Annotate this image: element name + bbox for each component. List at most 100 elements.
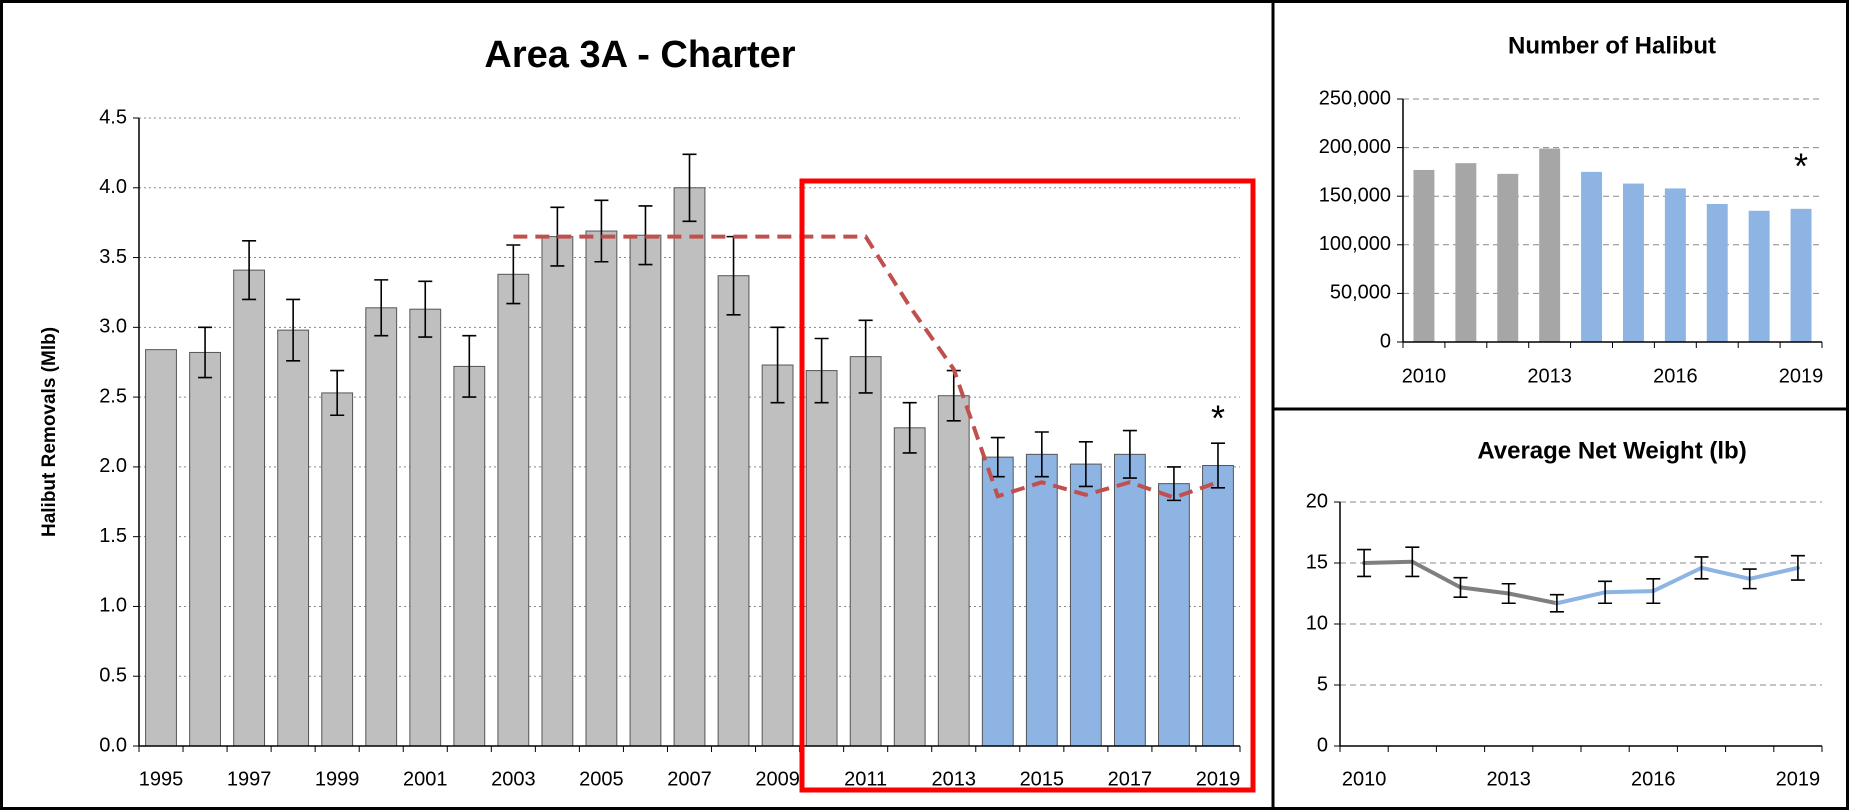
bar	[365, 307, 398, 747]
bar	[497, 273, 530, 747]
line-segment	[1362, 559, 1415, 565]
bar	[453, 365, 486, 747]
error-bar	[418, 280, 433, 338]
chart-title: Area 3A - Charter	[484, 34, 795, 76]
x-tick-label: 2003	[491, 768, 536, 790]
bar	[937, 395, 970, 747]
y-tick-label: 100,000	[1319, 233, 1391, 255]
x-tick-label: 2013	[931, 768, 976, 790]
y-tick-label: 15	[1306, 551, 1328, 573]
bar	[981, 456, 1014, 747]
chart-title: Average Net Weight (lb)	[1477, 437, 1746, 464]
highlight-box	[799, 178, 1256, 793]
bar	[1748, 210, 1770, 342]
bar	[1202, 464, 1234, 747]
bar	[409, 308, 442, 747]
bar	[761, 364, 794, 747]
y-tick-label: 5	[1317, 673, 1328, 695]
error-bar	[374, 279, 389, 337]
y-tick-label: 3.0	[99, 316, 127, 338]
x-tick-label: 2016	[1631, 768, 1676, 790]
line-segment	[1699, 565, 1752, 581]
annotation: *	[1211, 398, 1225, 439]
x-tick-label: 2015	[1020, 768, 1065, 790]
bar	[277, 329, 310, 747]
bar	[585, 230, 618, 747]
bar	[1455, 163, 1477, 342]
error-bar	[1453, 576, 1468, 598]
bar	[1581, 171, 1603, 342]
y-tick-label: 2.0	[99, 455, 127, 477]
error-bar	[858, 319, 873, 394]
error-bar	[1122, 429, 1137, 479]
error-bar	[1646, 578, 1661, 605]
y-tick-label: 4.5	[99, 106, 127, 128]
bar	[1158, 483, 1190, 747]
bar	[189, 351, 221, 747]
error-bar	[1501, 582, 1516, 605]
error-bar	[594, 199, 609, 263]
x-tick-label: 2007	[667, 768, 712, 790]
bar	[805, 370, 838, 747]
bar	[145, 349, 177, 747]
line-segment	[1506, 591, 1559, 606]
bar	[1413, 169, 1435, 342]
x-tick-label: 2019	[1776, 768, 1821, 790]
bar	[321, 392, 354, 747]
y-tick-label: 50,000	[1330, 282, 1391, 304]
line-segment	[1458, 585, 1511, 596]
x-tick-label: 2009	[755, 768, 800, 790]
error-bar	[902, 401, 917, 454]
error-bar	[1405, 546, 1420, 578]
x-tick-label: 2019	[1196, 768, 1241, 790]
error-bar	[1598, 580, 1613, 605]
x-tick-label: 1995	[139, 768, 184, 790]
y-tick-label: 1.0	[99, 595, 127, 617]
y-tick-label: 250,000	[1319, 87, 1391, 109]
x-tick-label: 2016	[1653, 365, 1698, 387]
error-bar	[242, 240, 257, 301]
line-segment	[1651, 565, 1704, 594]
x-tick-label: 2019	[1779, 365, 1824, 387]
y-tick-label: 200,000	[1319, 136, 1391, 158]
error-bar	[1210, 442, 1225, 489]
x-tick-label: 2010	[1402, 365, 1447, 387]
x-tick-label: 2010	[1342, 768, 1387, 790]
bar	[673, 187, 706, 747]
line-segment	[1410, 559, 1463, 590]
error-bar	[506, 244, 521, 305]
y-axis-label: Halibut Removals (Mlb)	[39, 327, 60, 537]
bar	[629, 234, 662, 747]
error-bar	[814, 337, 829, 404]
error-bar	[462, 334, 477, 398]
error-bar	[682, 153, 697, 223]
bar	[893, 427, 926, 747]
y-tick-label: 0.0	[99, 734, 127, 756]
x-tick-label: 2017	[1108, 768, 1153, 790]
error-bar	[1694, 556, 1709, 580]
y-tick-label: 1.5	[99, 525, 127, 547]
bar	[849, 356, 882, 747]
y-tick-label: 3.5	[99, 246, 127, 268]
error-bar	[1166, 466, 1181, 502]
error-bar	[770, 326, 785, 404]
error-bar	[1078, 440, 1093, 488]
y-tick-label: 2.5	[99, 385, 127, 407]
x-tick-label: 1999	[315, 768, 360, 790]
y-tick-label: 0	[1380, 330, 1391, 352]
line-segment	[1747, 565, 1800, 581]
error-bar	[1357, 548, 1372, 578]
y-tick-label: 0	[1317, 734, 1328, 756]
bar	[1539, 148, 1561, 342]
y-tick-label: 10	[1306, 612, 1328, 634]
error-bar	[1549, 593, 1564, 613]
x-tick-label: 1997	[227, 768, 272, 790]
y-tick-label: 150,000	[1319, 184, 1391, 206]
x-tick-label: 2001	[403, 768, 448, 790]
annotation: *	[1794, 145, 1808, 186]
chart-title: Number of Halibut	[1508, 32, 1716, 59]
error-bar	[1742, 568, 1757, 590]
bar	[1706, 203, 1728, 342]
y-tick-label: 0.5	[99, 665, 127, 687]
